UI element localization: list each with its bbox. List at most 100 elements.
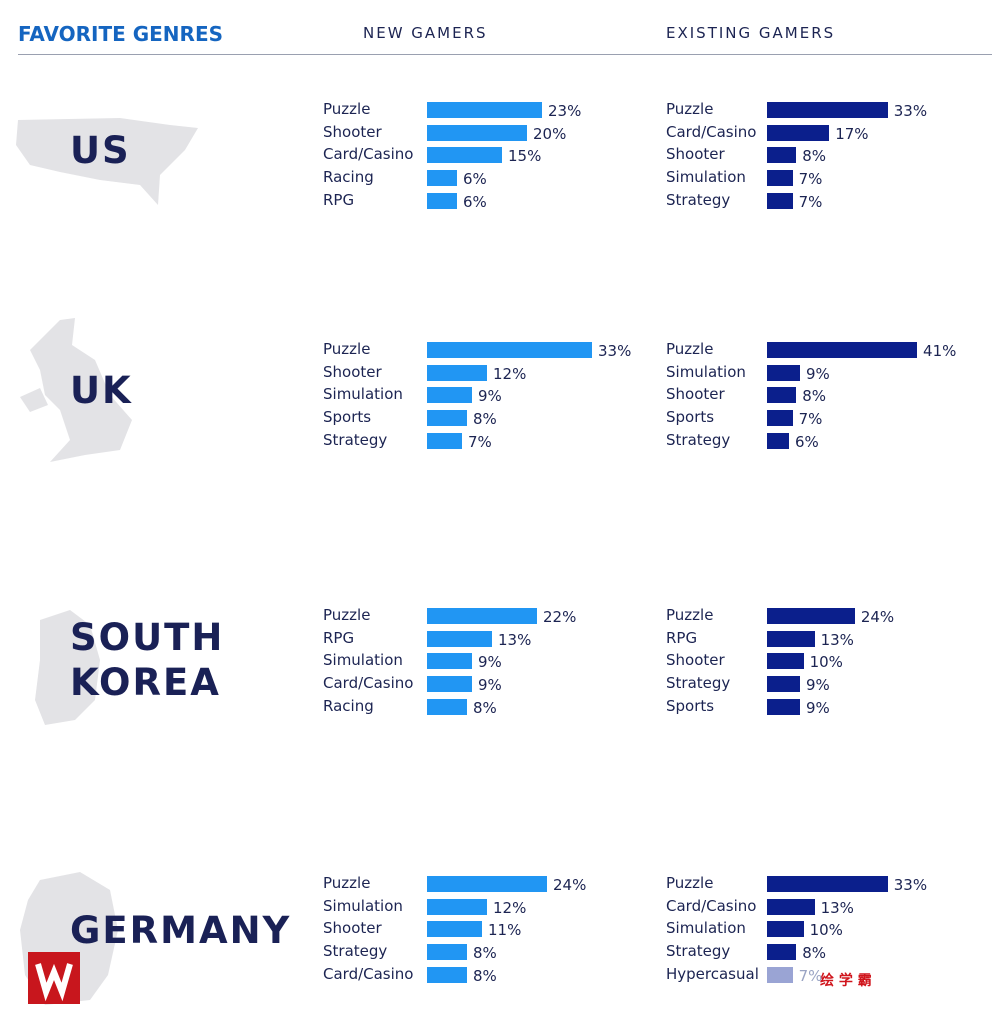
bar (767, 170, 793, 187)
genre-label: Strategy (323, 430, 388, 449)
genre-label: Puzzle (323, 874, 371, 892)
value-label: 12% (493, 364, 527, 383)
bar (427, 170, 457, 187)
genre-label: Puzzle (666, 606, 714, 624)
genre-label: Shooter (323, 362, 382, 381)
genre-label: Puzzle (323, 340, 371, 358)
genre-label: Card/Casino (323, 145, 414, 164)
bar (767, 944, 797, 961)
bar (427, 653, 472, 670)
value-label: 8% (802, 387, 827, 406)
bar (767, 966, 793, 983)
bar (767, 630, 815, 647)
value-label: 7% (798, 410, 823, 429)
bar (767, 102, 888, 118)
genre-label: Simulation (323, 385, 403, 404)
genre-label: Racing (323, 696, 374, 715)
country-name: SOUTH KOREA (70, 616, 225, 704)
genre-label: Sports (666, 408, 715, 427)
bar (427, 147, 502, 164)
value-label: 24% (553, 876, 587, 894)
bar (767, 387, 797, 404)
value-label: 11% (488, 921, 522, 940)
value-label: 33% (893, 102, 928, 120)
value-label: 33% (893, 876, 928, 894)
value-label: 8% (802, 944, 827, 963)
bar (767, 432, 789, 449)
bar (427, 676, 472, 693)
value-label: 24% (860, 608, 895, 626)
genre-label: Racing (323, 168, 374, 187)
bar (427, 387, 472, 404)
value-label: 7% (798, 170, 823, 189)
genre-label: Puzzle (323, 606, 371, 624)
value-label: 8% (473, 966, 497, 985)
korea-map (35, 610, 100, 725)
value-label: 6% (463, 192, 487, 211)
genre-label: Simulation (323, 896, 403, 915)
watermark: 绘 学 霸 (820, 973, 872, 989)
genre-label: Card/Casino (323, 964, 414, 983)
country-name: GERMANY (70, 908, 292, 952)
value-label: 8% (473, 698, 497, 717)
bar (767, 608, 855, 624)
value-label: 6% (794, 432, 819, 451)
genre-label: Shooter (666, 145, 725, 164)
bar (427, 410, 467, 427)
value-label: 13% (820, 630, 854, 649)
us-map (16, 118, 198, 205)
genre-label: Simulation (666, 362, 746, 381)
bar (427, 921, 482, 938)
genre-label: Strategy (323, 942, 388, 961)
value-label: 9% (478, 653, 502, 672)
genre-label: Simulation (323, 651, 403, 670)
genre-label: Strategy (666, 942, 731, 961)
genre-label: Puzzle (666, 340, 714, 358)
genre-label: Hypercasual (666, 964, 759, 983)
logo (28, 952, 80, 1004)
value-label: 12% (493, 898, 527, 917)
genre-label: Card/Casino (323, 674, 414, 693)
genre-label: Sports (666, 696, 715, 715)
bar (427, 876, 547, 892)
genre-label: Strategy (666, 190, 731, 209)
value-label: 13% (820, 898, 854, 917)
value-label: 7% (468, 432, 492, 451)
bar (767, 342, 918, 358)
value-label: 9% (478, 676, 502, 695)
value-label: 8% (473, 944, 497, 963)
country-name: US (70, 128, 131, 172)
bar (767, 410, 793, 427)
bar (427, 342, 592, 358)
bar (427, 192, 457, 209)
value-label: 10% (809, 921, 843, 940)
genre-label: Simulation (666, 919, 746, 938)
value-label: 15% (508, 147, 542, 166)
bar (767, 876, 888, 892)
value-label: 41% (923, 342, 957, 360)
bar (427, 966, 467, 983)
genre-label: Puzzle (666, 100, 714, 118)
value-label: 6% (463, 170, 487, 189)
value-label: 10% (809, 653, 843, 672)
bar (767, 192, 793, 209)
genre-label: Shooter (323, 919, 382, 938)
value-label: 8% (473, 410, 497, 429)
genre-label: Simulation (666, 168, 746, 187)
bar (427, 698, 467, 715)
genre-label: Sports (323, 408, 372, 427)
value-label: 13% (498, 630, 532, 649)
genre-label: Puzzle (666, 874, 714, 892)
value-label: 17% (835, 124, 869, 143)
bar (427, 944, 467, 961)
value-label: 20% (533, 124, 567, 143)
divider (18, 54, 992, 55)
bar (427, 898, 487, 915)
bar (767, 698, 800, 715)
country-name: UK (70, 368, 133, 412)
column-header: EXISTING GAMERS (666, 24, 836, 42)
value-label: 8% (802, 147, 827, 166)
column-header: NEW GAMERS (363, 24, 488, 42)
value-label: 33% (598, 342, 632, 360)
